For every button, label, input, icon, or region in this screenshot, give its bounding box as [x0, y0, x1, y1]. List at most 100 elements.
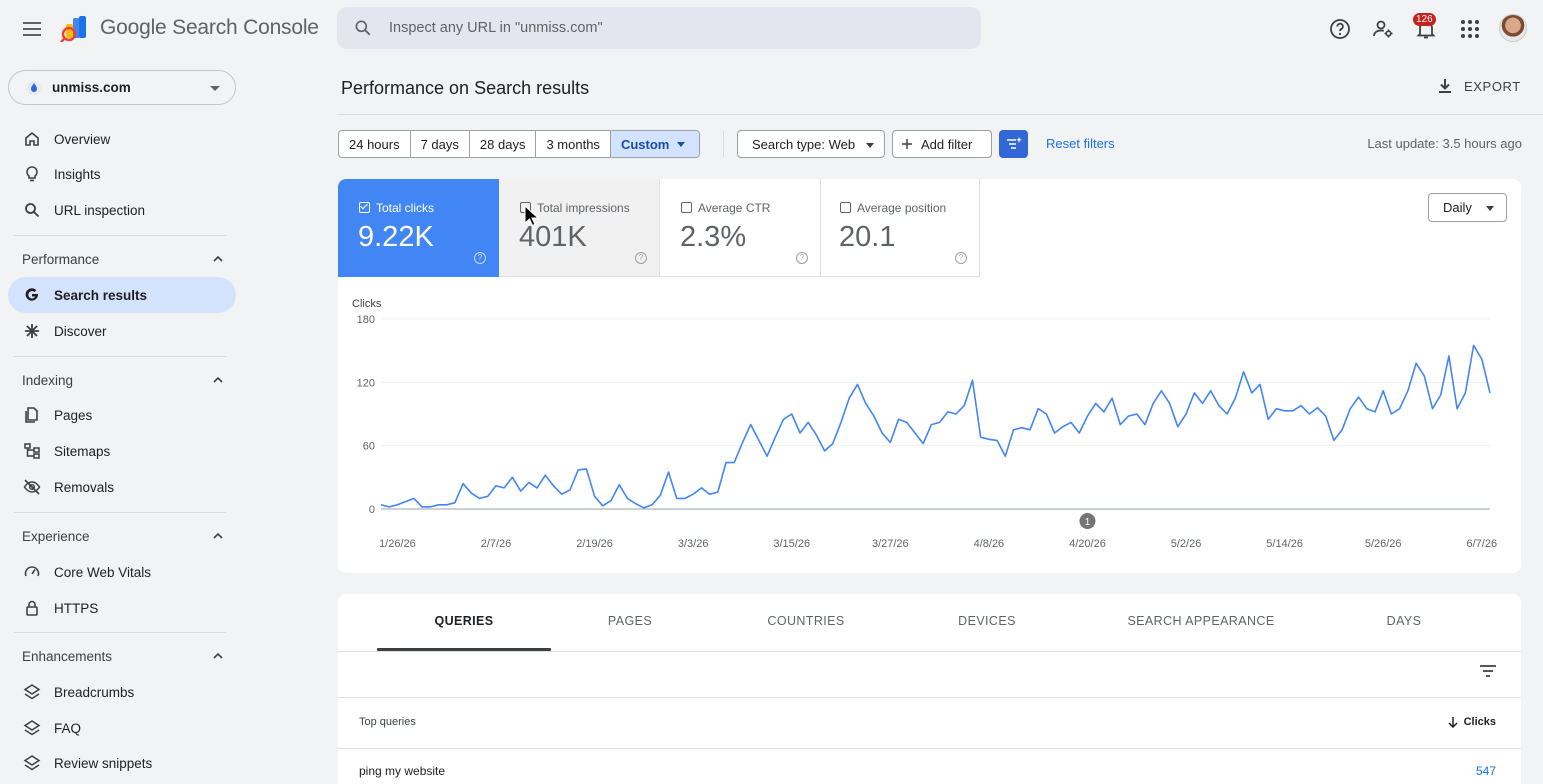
- sidebar-section-experience[interactable]: Experience: [14, 521, 226, 551]
- table-row-clicks: 547: [1475, 764, 1496, 778]
- sidebar-item-breadcrumbs[interactable]: Breadcrumbs: [8, 674, 236, 710]
- date-range-24-hours[interactable]: 24 hours: [339, 131, 411, 157]
- metric-label: Total impressions: [537, 201, 630, 215]
- sidebar-divider: [14, 512, 226, 513]
- manage-users-icon[interactable]: [1371, 17, 1395, 41]
- tab-divider: [338, 651, 1521, 652]
- sidebar-item-pages[interactable]: Pages: [8, 397, 236, 433]
- search-console-logo[interactable]: Google Search Console: [60, 14, 319, 42]
- column-header-label: Clicks: [1463, 716, 1496, 728]
- property-selector[interactable]: unmiss.com: [8, 70, 236, 105]
- sidebar-item-faq[interactable]: FAQ: [8, 710, 236, 746]
- date-range-3-months[interactable]: 3 months: [536, 131, 611, 157]
- sidebar-item-discover[interactable]: Discover: [8, 313, 236, 349]
- sidebar-item-insights[interactable]: Insights: [8, 156, 236, 192]
- help-icon[interactable]: ?: [474, 252, 486, 264]
- help-icon[interactable]: ?: [796, 252, 808, 264]
- sidebar-item-label: Overview: [54, 131, 111, 147]
- search-icon: [355, 20, 371, 36]
- annotation-marker: [1079, 513, 1096, 529]
- help-icon[interactable]: ?: [955, 252, 967, 264]
- metric-value: 401K: [519, 221, 587, 253]
- metric-total-clicks[interactable]: Total clicks 9.22K ?: [338, 179, 499, 277]
- sidebar-item-review-snippets[interactable]: Review snippets: [8, 745, 236, 781]
- granularity-label: Daily: [1443, 200, 1472, 215]
- search-type-dropdown[interactable]: Search type: Web: [737, 130, 885, 158]
- sidebar-section-enhancements[interactable]: Enhancements: [14, 641, 226, 671]
- sidebar-section-performance[interactable]: Performance: [14, 244, 226, 274]
- apps-grid-icon[interactable]: [1458, 17, 1482, 41]
- sidebar-item-search-results[interactable]: Search results: [8, 277, 236, 313]
- compare-filter-button[interactable]: [999, 130, 1028, 158]
- tab-devices[interactable]: DEVICES: [958, 614, 1016, 628]
- sidebar-item-core-web-vitals[interactable]: Core Web Vitals: [8, 554, 236, 590]
- url-inspect-search[interactable]: [337, 7, 981, 49]
- x-tick-label: 3/27/26: [872, 538, 909, 550]
- export-label: EXPORT: [1464, 78, 1521, 94]
- menu-icon[interactable]: [18, 16, 46, 42]
- logo-icon: [60, 16, 86, 42]
- tab-pages[interactable]: PAGES: [607, 614, 653, 628]
- checkbox[interactable]: [840, 202, 851, 213]
- sitemap-icon: [24, 443, 40, 459]
- metric-total-impressions[interactable]: Total impressions 401K ?: [499, 179, 660, 277]
- sidebar-item-label: Discover: [54, 323, 107, 339]
- date-range-28-days[interactable]: 28 days: [470, 131, 537, 157]
- performance-chart-card: Total clicks 9.22K ? Total impressions 4…: [338, 179, 1521, 573]
- date-range-custom[interactable]: Custom: [610, 131, 700, 157]
- export-button[interactable]: EXPORT: [1436, 74, 1521, 98]
- sidebar-divider: [14, 356, 226, 357]
- metric-average-position[interactable]: Average position 20.1 ?: [819, 179, 980, 277]
- chevron-up-icon: [213, 376, 223, 383]
- asterisk-icon: [25, 324, 39, 338]
- date-range-7-days[interactable]: 7 days: [411, 131, 470, 157]
- table-row-query[interactable]: ping my website: [359, 764, 446, 778]
- column-header-queries: Top queries: [359, 716, 416, 728]
- x-tick-label: 5/14/26: [1266, 538, 1303, 550]
- metric-value: 9.22K: [358, 221, 434, 253]
- metric-average-ctr[interactable]: Average CTR 2.3% ?: [660, 179, 821, 277]
- help-icon[interactable]: [1328, 17, 1352, 41]
- checkbox[interactable]: [359, 202, 370, 213]
- table-divider: [338, 748, 1521, 749]
- sidebar-item-label: Removals: [54, 479, 115, 495]
- section-title: Experience: [22, 528, 90, 544]
- chevron-up-icon: [213, 652, 223, 659]
- tab-queries[interactable]: QUERIES: [434, 614, 494, 628]
- active-tab-indicator: [377, 648, 551, 651]
- search-input[interactable]: [389, 20, 949, 36]
- layers-icon: [23, 755, 41, 771]
- notification-badge: 126: [1413, 13, 1436, 26]
- checkbox[interactable]: [681, 202, 692, 213]
- app-title: Google Search Console: [100, 16, 319, 39]
- sidebar-item-label: Review snippets: [54, 755, 153, 771]
- sidebar-item-https[interactable]: HTTPS: [8, 590, 236, 626]
- reset-filters-link[interactable]: Reset filters: [1046, 136, 1115, 151]
- sidebar-item-removals[interactable]: Removals: [8, 469, 236, 505]
- sidebar-item-url-inspection[interactable]: URL inspection: [8, 192, 236, 228]
- add-filter-button[interactable]: Add filter: [892, 130, 992, 158]
- filter-separator: [723, 131, 724, 157]
- sidebar-item-sitemaps[interactable]: Sitemaps: [8, 433, 236, 469]
- help-icon[interactable]: ?: [635, 252, 647, 264]
- chevron-down-icon: [210, 86, 220, 91]
- filter-rows-icon[interactable]: [1479, 664, 1497, 678]
- date-range-group: 24 hours 7 days 28 days 3 months Custom: [338, 130, 701, 158]
- tab-search-appearance[interactable]: SEARCH APPEARANCE: [1127, 614, 1275, 628]
- x-tick-label: 2/19/26: [576, 538, 613, 550]
- y-tick-label: 60: [363, 441, 375, 453]
- filter-sparkle-icon: [1006, 137, 1022, 149]
- sidebar-section-indexing[interactable]: Indexing: [14, 365, 226, 395]
- search-icon: [25, 203, 40, 218]
- tab-days[interactable]: DAYS: [1386, 614, 1422, 628]
- metric-value: 2.3%: [680, 221, 747, 253]
- column-header-clicks[interactable]: Clicks: [1448, 716, 1496, 728]
- gauge-icon: [24, 566, 40, 577]
- last-update-text: Last update: 3.5 hours ago: [1367, 136, 1522, 151]
- sidebar-item-overview[interactable]: Overview: [8, 121, 236, 157]
- tab-countries[interactable]: COUNTRIES: [767, 614, 845, 628]
- chevron-up-icon: [213, 255, 223, 262]
- header-divider: [337, 114, 1543, 115]
- granularity-dropdown[interactable]: Daily: [1428, 193, 1507, 222]
- avatar[interactable]: [1499, 14, 1527, 42]
